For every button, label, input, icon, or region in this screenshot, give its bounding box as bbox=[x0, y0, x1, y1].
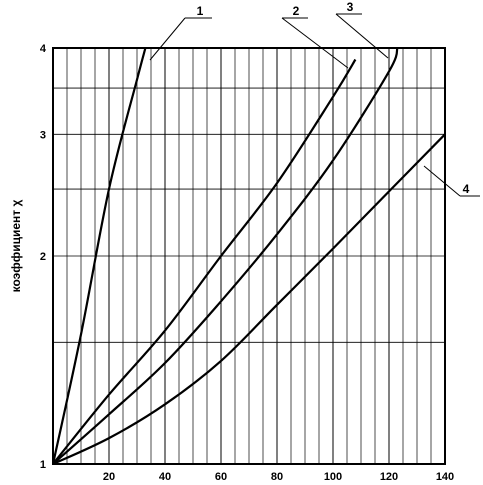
x-tick-label: 80 bbox=[271, 471, 283, 483]
series-line-3 bbox=[52, 47, 399, 465]
series-label-2: 2 bbox=[293, 4, 300, 18]
y-tick-label: 3 bbox=[40, 129, 46, 141]
x-tick-label: 140 bbox=[436, 471, 454, 483]
y-tick-label: 1 bbox=[40, 459, 46, 471]
series-group bbox=[51, 47, 446, 465]
series-line-1 bbox=[51, 47, 147, 465]
series-line-4 bbox=[52, 133, 446, 465]
plot-frame bbox=[52, 47, 446, 465]
series-label-leader bbox=[423, 165, 461, 197]
x-tick-label: 20 bbox=[103, 471, 115, 483]
series-label-leader bbox=[335, 13, 389, 59]
y-tick-label: 4 bbox=[40, 43, 47, 55]
series-label-leader bbox=[281, 17, 349, 69]
x-tick-label: 60 bbox=[215, 471, 227, 483]
series-label-1: 1 bbox=[197, 4, 204, 18]
series-line-2 bbox=[52, 58, 357, 465]
series-label-leader bbox=[149, 17, 186, 61]
y-axis: 1 2 3 4 bbox=[40, 43, 47, 471]
x-tick-label: 40 bbox=[159, 471, 171, 483]
series-label-4: 4 bbox=[463, 182, 470, 196]
y-tick-label: 2 bbox=[40, 251, 46, 263]
series-labels: 1 2 3 4 bbox=[149, 0, 480, 197]
x-tick-label: 100 bbox=[324, 471, 342, 483]
grid bbox=[53, 47, 446, 464]
x-tick-label: 120 bbox=[380, 471, 398, 483]
y-axis-label: коэффициент χ bbox=[9, 200, 23, 293]
series-label-3: 3 bbox=[347, 0, 354, 14]
x-axis: 20 40 60 80 100 120 140 bbox=[103, 471, 454, 483]
